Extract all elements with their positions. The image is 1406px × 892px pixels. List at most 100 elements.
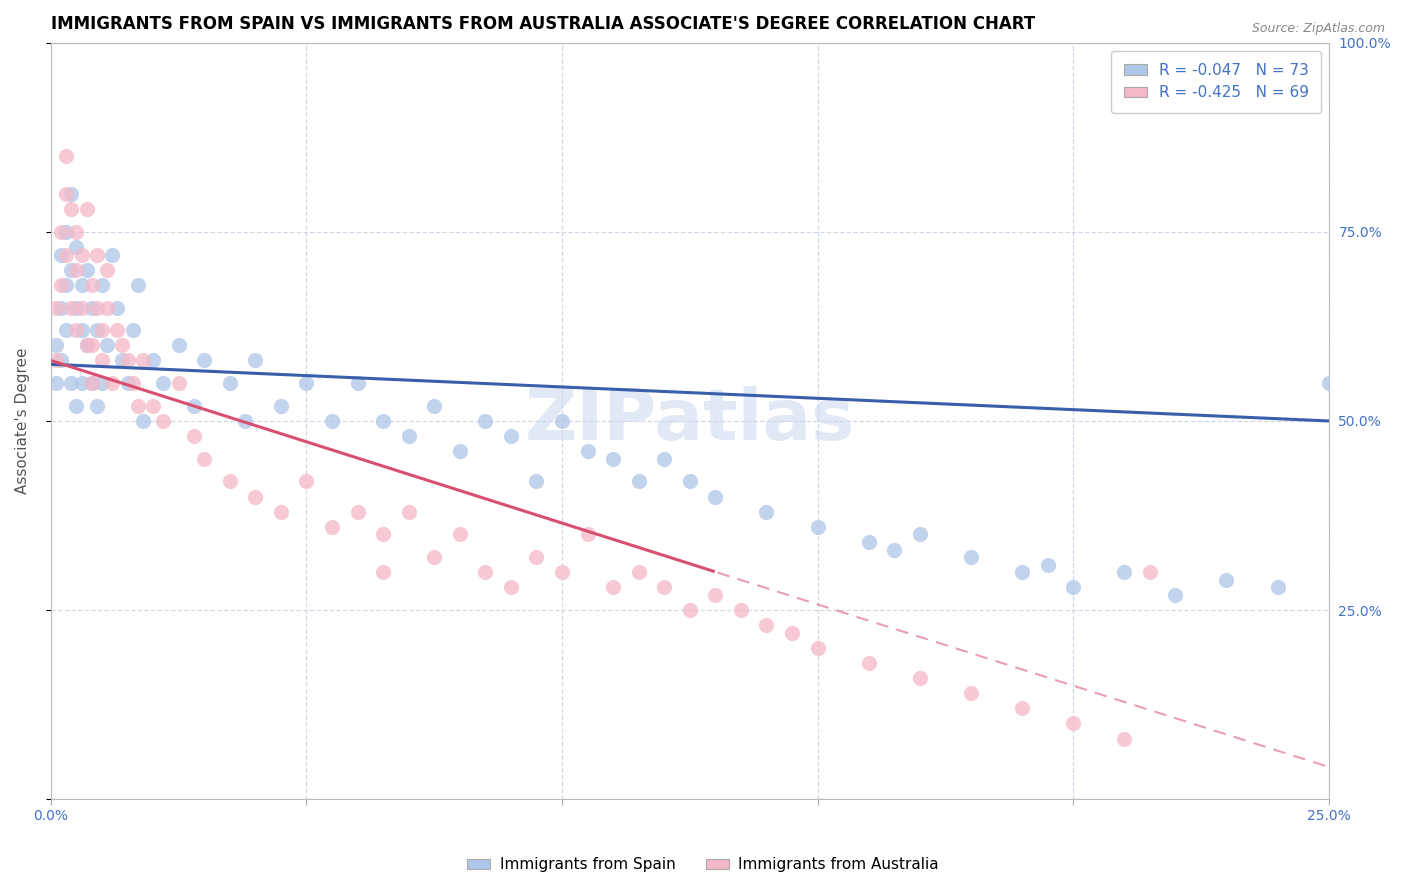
Point — [704, 490, 727, 504]
Point — [652, 451, 675, 466]
Point — [105, 301, 128, 315]
Point — [70, 376, 93, 391]
Point — [295, 376, 318, 391]
Point — [858, 656, 880, 670]
Point — [55, 225, 77, 239]
Point — [1292, 96, 1315, 111]
Point — [193, 451, 215, 466]
Point — [76, 338, 98, 352]
Legend: Immigrants from Spain, Immigrants from Australia: Immigrants from Spain, Immigrants from A… — [460, 849, 946, 880]
Point — [270, 399, 292, 413]
Point — [858, 535, 880, 549]
Point — [1062, 716, 1084, 731]
Point — [193, 353, 215, 368]
Point — [142, 399, 165, 413]
Point — [111, 353, 134, 368]
Point — [371, 565, 394, 579]
Point — [780, 625, 803, 640]
Point — [45, 301, 67, 315]
Point — [86, 301, 108, 315]
Text: IMMIGRANTS FROM SPAIN VS IMMIGRANTS FROM AUSTRALIA ASSOCIATE'S DEGREE CORRELATIO: IMMIGRANTS FROM SPAIN VS IMMIGRANTS FROM… — [51, 15, 1035, 33]
Point — [127, 277, 149, 292]
Point — [65, 323, 87, 337]
Point — [91, 353, 114, 368]
Point — [730, 603, 752, 617]
Point — [86, 247, 108, 261]
Point — [526, 475, 548, 489]
Point — [627, 565, 650, 579]
Point — [1317, 376, 1340, 391]
Point — [960, 550, 983, 565]
Point — [76, 202, 98, 217]
Point — [1062, 580, 1084, 594]
Point — [86, 323, 108, 337]
Point — [183, 429, 205, 443]
Point — [321, 520, 343, 534]
Point — [70, 247, 93, 261]
Text: ZIPatlas: ZIPatlas — [524, 386, 855, 456]
Point — [60, 262, 83, 277]
Point — [80, 376, 103, 391]
Point — [755, 505, 778, 519]
Point — [245, 490, 267, 504]
Point — [45, 376, 67, 391]
Point — [55, 187, 77, 202]
Point — [121, 376, 143, 391]
Point — [121, 323, 143, 337]
Point — [49, 277, 72, 292]
Point — [86, 399, 108, 413]
Point — [96, 301, 118, 315]
Point — [1011, 701, 1033, 715]
Point — [132, 353, 155, 368]
Point — [806, 640, 828, 655]
Point — [908, 671, 931, 685]
Point — [60, 301, 83, 315]
Point — [55, 149, 77, 163]
Point — [127, 399, 149, 413]
Point — [45, 353, 67, 368]
Point — [60, 187, 83, 202]
Point — [91, 376, 114, 391]
Point — [65, 240, 87, 254]
Point — [245, 353, 267, 368]
Point — [908, 527, 931, 541]
Point — [346, 376, 368, 391]
Point — [101, 247, 124, 261]
Point — [449, 527, 471, 541]
Point — [76, 262, 98, 277]
Point — [474, 414, 496, 428]
Point — [183, 399, 205, 413]
Point — [76, 338, 98, 352]
Point — [499, 580, 522, 594]
Point — [652, 580, 675, 594]
Point — [70, 301, 93, 315]
Point — [55, 247, 77, 261]
Point — [49, 353, 72, 368]
Point — [423, 399, 446, 413]
Point — [449, 444, 471, 458]
Point — [704, 588, 727, 602]
Point — [295, 475, 318, 489]
Point — [80, 301, 103, 315]
Point — [101, 376, 124, 391]
Point — [321, 414, 343, 428]
Point — [233, 414, 256, 428]
Point — [96, 262, 118, 277]
Point — [132, 414, 155, 428]
Text: Source: ZipAtlas.com: Source: ZipAtlas.com — [1251, 22, 1385, 36]
Point — [1215, 573, 1237, 587]
Point — [142, 353, 165, 368]
Point — [1011, 565, 1033, 579]
Point — [1114, 565, 1136, 579]
Point — [679, 603, 702, 617]
Point — [602, 580, 624, 594]
Point — [883, 542, 905, 557]
Point — [526, 550, 548, 565]
Point — [1139, 565, 1161, 579]
Point — [49, 247, 72, 261]
Point — [576, 444, 599, 458]
Point — [960, 686, 983, 700]
Point — [70, 323, 93, 337]
Point — [398, 505, 420, 519]
Point — [152, 414, 174, 428]
